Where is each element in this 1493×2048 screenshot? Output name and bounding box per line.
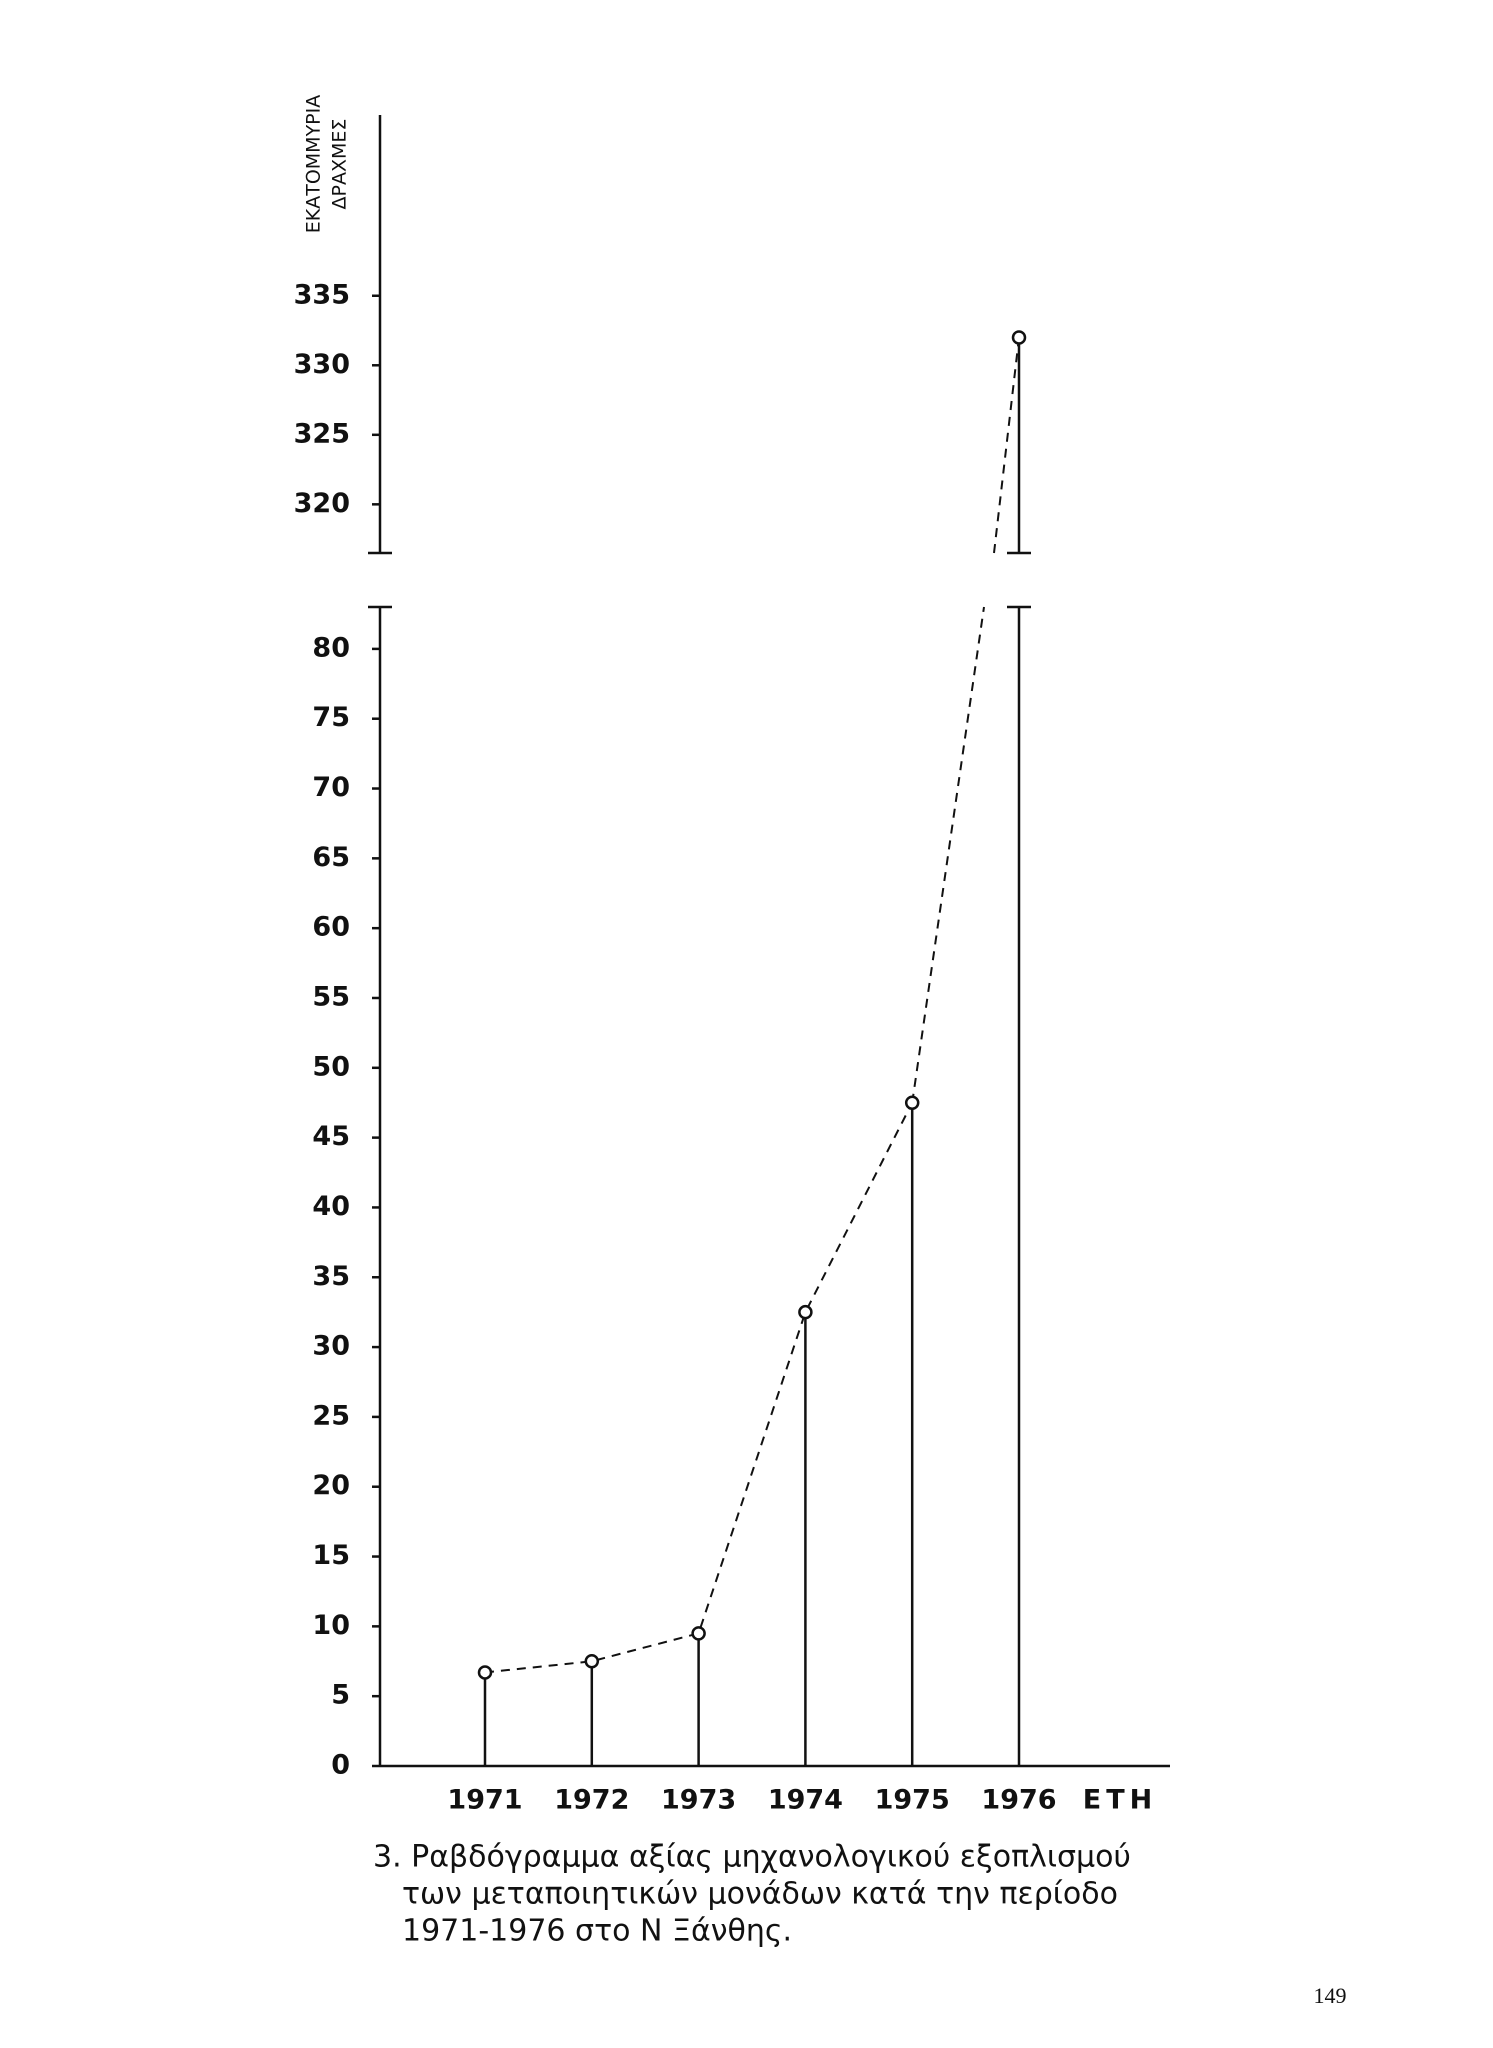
x-tick-label: 1972 [554,1785,629,1816]
y-tick-label: 320 [294,488,350,519]
page-number: 149 [1314,1983,1347,2008]
y-tick-label: 15 [312,1540,350,1571]
y-tick-label: 80 [312,632,350,663]
caption-line: 1971-1976 στο Ν Ξάνθης. [402,1914,792,1949]
x-tick-label: 1975 [875,1785,950,1816]
y-tick-label: 65 [312,842,350,873]
x-axis-label: ΕΤΗ [1083,1785,1157,1816]
point [584,1654,600,1669]
caption-line: 3. Ραβδόγραμμα αξίας μηχανολογικού εξοπλ… [373,1840,1131,1875]
trend-line [993,337,1020,554]
y-tick-label: 55 [312,981,350,1012]
x-tick-label: 1974 [768,1785,843,1816]
y-tick-label: 20 [312,1470,350,1501]
y-tick-label: 5 [331,1680,350,1711]
point [477,1665,493,1680]
y-tick-label: 60 [312,912,350,943]
y-tick-label: 50 [312,1051,350,1082]
trend-line [911,606,985,1103]
y-tick-label: 75 [312,702,350,733]
point [798,1304,813,1320]
y-tick-label: 330 [294,349,350,380]
y-tick-label: 40 [312,1191,350,1222]
y-axis-label-line: ΔΡΑΧΜΕΣ [329,119,351,210]
y-tick-label: 25 [312,1400,350,1431]
y-axis-label: ΕΚΑΤΟΜΜΥΡΙΑ ΔΡΑΧΜΕΣ [303,95,351,233]
trend-line [484,1102,914,1674]
x-tick-label: 1971 [447,1785,522,1816]
y-tick-label: 325 [294,418,350,449]
point [904,1095,920,1110]
point [1011,330,1027,345]
y-tick-label: 45 [312,1121,350,1152]
y-tick-label: 35 [312,1261,350,1292]
y-axis-label-line: ΕΚΑΤΟΜΜΥΡΙΑ [303,95,325,233]
x-tick-label: 1973 [661,1785,736,1816]
point [691,1626,706,1641]
y-tick-label: 10 [312,1610,350,1641]
y-tick-label: 70 [312,772,350,803]
y-tick-label: 335 [294,279,350,310]
y-tick-label: 30 [312,1331,350,1362]
caption-line: των μεταποιητικών μονάδων κατά την περίο… [402,1877,1118,1912]
x-tick-label: 1976 [981,1785,1056,1816]
y-tick-label: 0 [331,1750,350,1781]
